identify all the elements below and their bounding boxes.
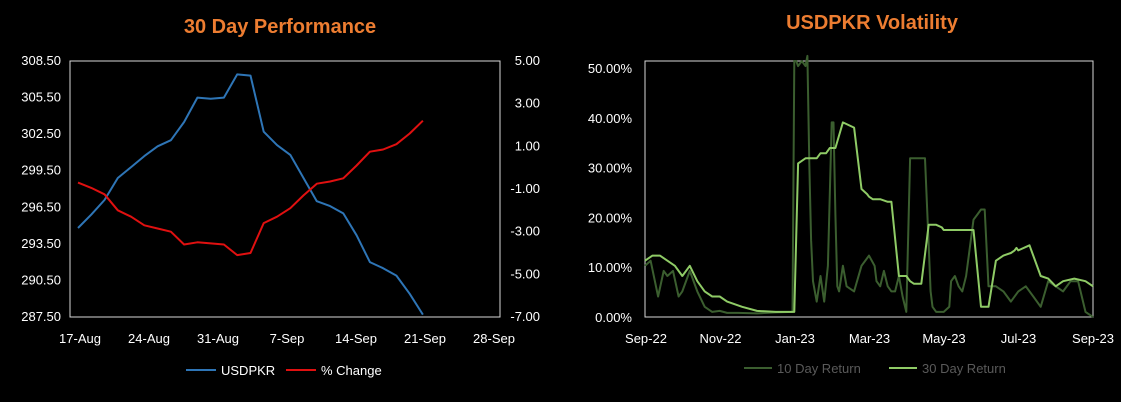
legend-30day-label: 30 Day Return xyxy=(922,361,1006,376)
chart1-x-tick-label: 31-Aug xyxy=(197,331,239,346)
chart1-x-tick-label: 17-Aug xyxy=(59,331,101,346)
chart2-plot-area xyxy=(644,60,1094,318)
chart2-x-tick-label: Sep-22 xyxy=(625,331,667,346)
chart1-x-tick-label: 21-Sep xyxy=(404,331,446,346)
ret30-series-line xyxy=(644,121,1094,313)
pct-change-series-line xyxy=(77,119,424,257)
chart1-title: 30 Day Performance xyxy=(184,16,376,38)
chart1-x-tick-label: 7-Sep xyxy=(270,331,305,346)
chart1-right-tick-label: -3.00 xyxy=(510,224,540,239)
chart2-legend: 10 Day Return 30 Day Return xyxy=(744,361,1006,376)
chart1-plot-area xyxy=(69,60,501,318)
chart1-left-tick-label: 293.50 xyxy=(21,236,61,251)
usdpkr-series-line xyxy=(77,73,424,316)
chart1-left-tick-label: 287.50 xyxy=(21,309,61,324)
chart1-left-tick-label: 302.50 xyxy=(21,126,61,141)
ret10-series-line xyxy=(644,54,1094,318)
chart2-x-tick-label: Jul-23 xyxy=(1001,331,1036,346)
chart1-left-tick-label: 299.50 xyxy=(21,163,61,178)
legend-pct-change-label: % Change xyxy=(321,363,382,378)
chart2-y-tick-label: 30.00% xyxy=(588,161,633,176)
legend-usdpkr-label: USDPKR xyxy=(221,363,275,378)
legend-10day-label: 10 Day Return xyxy=(777,361,861,376)
chart1-series xyxy=(77,73,424,316)
chart1-left-tick-label: 296.50 xyxy=(21,199,61,214)
chart1-legend: USDPKR % Change xyxy=(186,363,382,378)
chart1-right-tick-label: -7.00 xyxy=(510,309,540,324)
chart2-x-axis: Sep-22 Nov-22 Jan-23 Mar-23 May-23 Jul-23 Sep-… xyxy=(625,331,1114,346)
chart2-x-tick-label: Sep-23 xyxy=(1072,331,1114,346)
chart1-right-tick-label: 3.00 xyxy=(515,96,540,111)
chart1-x-tick-label: 14-Sep xyxy=(335,331,377,346)
chart2-title: USDPKR Volatility xyxy=(786,12,959,34)
chart2-y-tick-label: 50.00% xyxy=(588,61,633,76)
chart1-x-axis: 17-Aug 24-Aug 31-Aug 7-Sep 14-Sep 21-Sep 28-Se… xyxy=(59,331,515,346)
chart1-left-axis: 308.50 305.50 302.50 299.50 296.50 293.50 290.… xyxy=(21,53,61,324)
chart2-y-tick-label: 40.00% xyxy=(588,111,633,126)
chart2-x-tick-label: Jan-23 xyxy=(775,331,815,346)
chart2-y-tick-label: 20.00% xyxy=(588,210,633,225)
chart2-y-tick-label: 10.00% xyxy=(588,260,633,275)
chart1-right-tick-label: -1.00 xyxy=(510,181,540,196)
chart2-x-tick-label: May-23 xyxy=(922,331,965,346)
chart1-left-tick-label: 290.50 xyxy=(21,272,61,287)
chart2-y-axis: 50.00% 40.00% 30.00% 20.00% 10.00% 0.00% xyxy=(588,61,633,325)
chart1-right-tick-label: 5.00 xyxy=(515,53,540,68)
chart1-x-tick-label: 28-Sep xyxy=(473,331,515,346)
chart2-y-tick-label: 0.00% xyxy=(595,310,632,325)
chart1-right-tick-label: -5.00 xyxy=(510,266,540,281)
chart2-x-tick-label: Nov-22 xyxy=(700,331,742,346)
chart1-left-tick-label: 308.50 xyxy=(21,53,61,68)
chart2-series xyxy=(644,54,1094,318)
chart1-right-axis: 5.00 3.00 1.00 -1.00 -3.00 -5.00 -7.00 xyxy=(510,53,540,324)
chart2-x-tick-label: Mar-23 xyxy=(849,331,890,346)
chart1-right-tick-label: 1.00 xyxy=(515,138,540,153)
chart1-x-tick-label: 24-Aug xyxy=(128,331,170,346)
chart1-left-tick-label: 305.50 xyxy=(21,90,61,105)
